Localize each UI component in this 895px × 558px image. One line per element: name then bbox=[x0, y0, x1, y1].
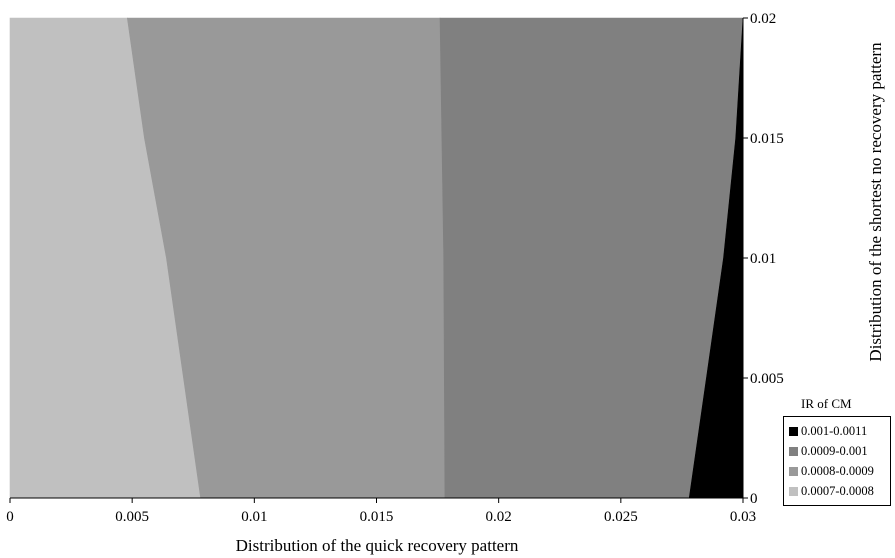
legend-label: 0.001-0.0011 bbox=[801, 423, 868, 438]
legend-swatch bbox=[789, 466, 798, 476]
x-tick-label: 0.025 bbox=[604, 509, 638, 525]
x-tick-label: 0.03 bbox=[730, 509, 756, 525]
legend-swatch bbox=[789, 426, 798, 436]
region-0.0009-0.001 bbox=[439, 17, 744, 499]
legend-label: 0.0009-0.001 bbox=[801, 443, 868, 458]
y-tick-label: 0.02 bbox=[750, 11, 776, 27]
y-tick-label: 0 bbox=[750, 491, 758, 507]
legend-swatch bbox=[789, 486, 798, 496]
x-tick-label: 0.02 bbox=[486, 509, 512, 525]
legend-swatch bbox=[789, 446, 798, 456]
legend-item: 0.0008-0.0009 bbox=[789, 461, 890, 481]
y-tick-label: 0.005 bbox=[750, 371, 784, 387]
legend-item: 0.001-0.0011 bbox=[789, 421, 890, 441]
y-axis-title: Distribution of the shortest no recovery… bbox=[866, 42, 885, 362]
y-tick-label: 0.01 bbox=[750, 251, 776, 267]
y-tick-label: 0.015 bbox=[750, 131, 784, 147]
x-tick-label: 0 bbox=[6, 509, 14, 525]
x-tick-label: 0.015 bbox=[360, 509, 394, 525]
legend-title: IR of CM bbox=[801, 396, 852, 411]
legend-label: 0.0008-0.0009 bbox=[801, 463, 874, 478]
x-tick-label: 0.005 bbox=[115, 509, 149, 525]
x-axis-title: Distribution of the quick recovery patte… bbox=[236, 536, 519, 555]
legend-item: 0.0007-0.0008 bbox=[789, 481, 890, 501]
y-axis-ticks: 0 0.005 0.01 0.015 0.02 bbox=[743, 11, 784, 507]
contour-regions bbox=[9, 17, 744, 499]
legend: 0.001-0.0011 0.0009-0.001 0.0008-0.0009 0.0… bbox=[783, 416, 891, 506]
legend-label: 0.0007-0.0008 bbox=[801, 483, 874, 498]
x-axis-ticks: 0 0.005 0.01 0.015 0.02 0.025 0.03 bbox=[6, 498, 756, 525]
legend-item: 0.0009-0.001 bbox=[789, 441, 890, 461]
x-tick-label: 0.01 bbox=[241, 509, 267, 525]
